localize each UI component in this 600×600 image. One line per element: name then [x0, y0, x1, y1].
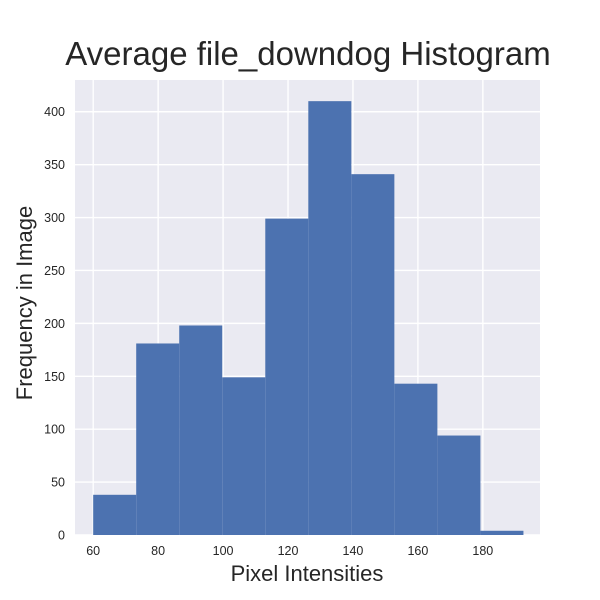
- x-tick-label: 180: [472, 544, 493, 558]
- y-tick-label: 250: [44, 264, 65, 278]
- chart-title: Average file_downdog Histogram: [65, 35, 551, 72]
- histogram-bar: [179, 325, 223, 535]
- histogram-bar: [480, 530, 524, 535]
- y-tick-label: 100: [44, 423, 65, 437]
- histogram-bar: [93, 494, 137, 535]
- histogram-bar: [308, 101, 352, 536]
- x-tick-label: 60: [86, 544, 100, 558]
- histogram-bar: [136, 343, 180, 535]
- x-tick-label: 80: [151, 544, 165, 558]
- y-tick-label: 200: [44, 317, 65, 331]
- y-tick-label: 0: [58, 529, 65, 543]
- x-axis-ticks: 60 80 100 120 140 160 180: [86, 544, 493, 558]
- y-tick-label: 50: [51, 476, 65, 490]
- x-axis-label: Pixel Intensities: [231, 561, 384, 586]
- x-tick-label: 160: [407, 544, 428, 558]
- x-tick-label: 100: [213, 544, 234, 558]
- y-tick-label: 350: [44, 158, 65, 172]
- x-tick-label: 140: [343, 544, 364, 558]
- y-axis-label: Frequency in Image: [12, 206, 37, 400]
- y-axis-ticks: 0 50 100 150 200 250 300 350 400: [44, 105, 65, 542]
- histogram-bar: [437, 435, 481, 535]
- y-tick-label: 150: [44, 370, 65, 384]
- histogram-bar: [222, 377, 266, 535]
- y-tick-label: 300: [44, 211, 65, 225]
- histogram-bar: [351, 174, 395, 535]
- x-tick-label: 120: [278, 544, 299, 558]
- histogram-bar: [394, 383, 438, 535]
- histogram-bar: [265, 218, 309, 535]
- histogram-bars: [93, 101, 524, 536]
- y-tick-label: 400: [44, 105, 65, 119]
